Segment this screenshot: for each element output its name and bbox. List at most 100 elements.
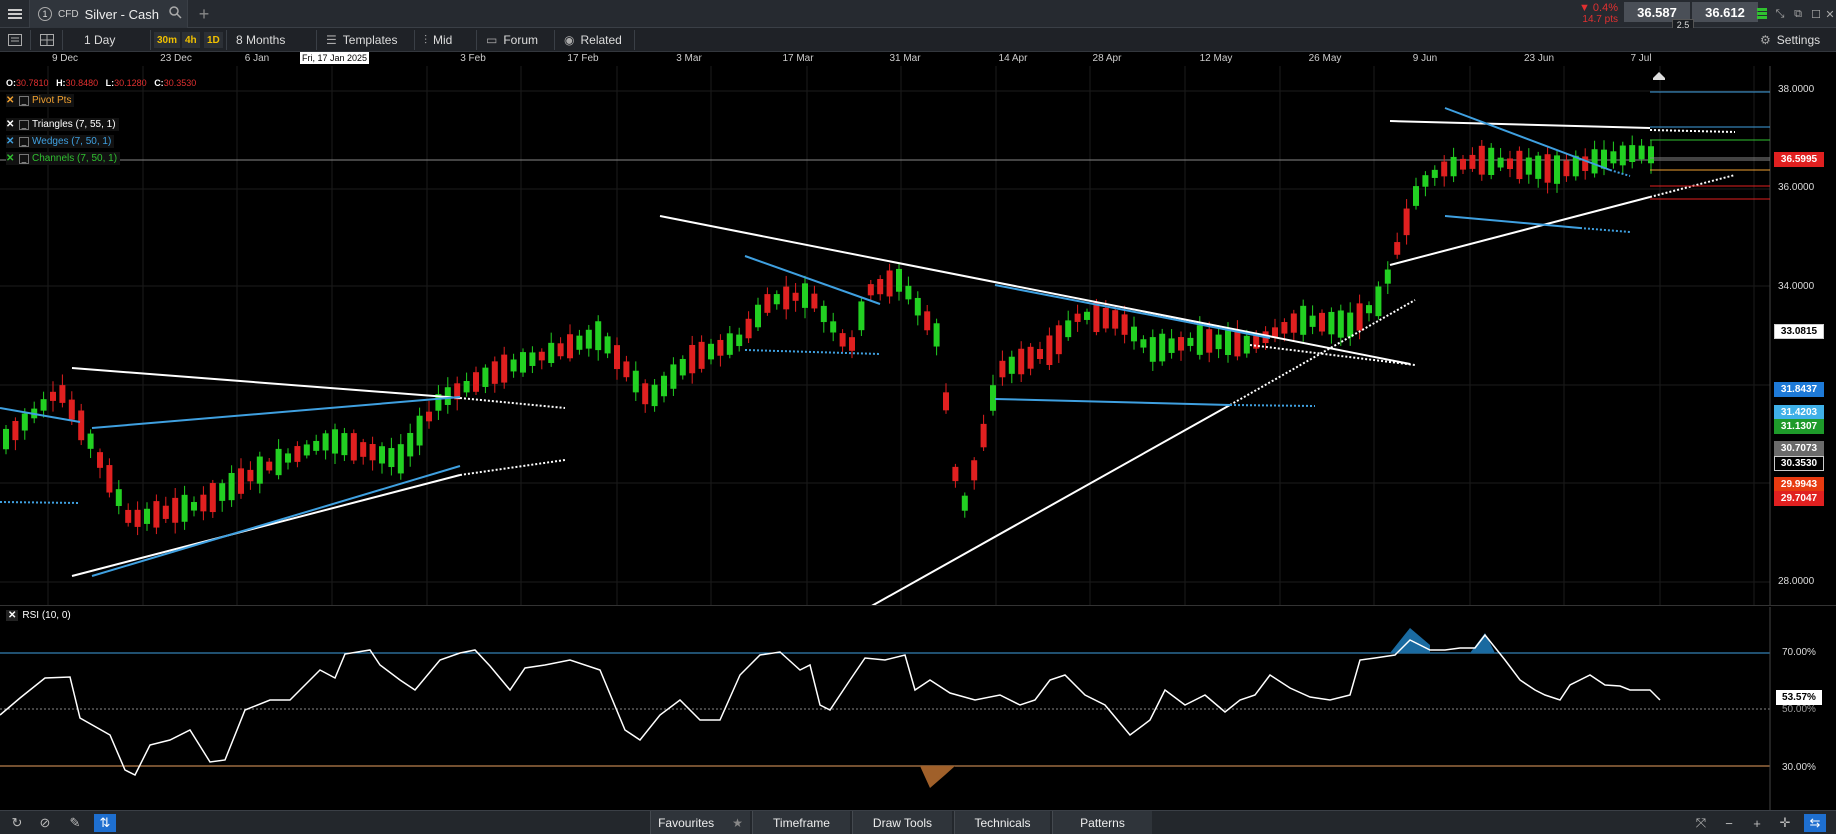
date-tick: 17 Mar <box>782 53 814 64</box>
expand-icon[interactable]: ✛ <box>1779 815 1791 830</box>
tab-favourites[interactable]: Favourites ★ <box>650 811 750 834</box>
price-chart[interactable] <box>0 66 1836 606</box>
crosshair-mode-icon[interactable]: ⇅ <box>94 814 116 832</box>
candle-body <box>1046 335 1053 366</box>
candle-body <box>322 433 329 451</box>
candle-body <box>1018 348 1025 375</box>
color-bars-icon[interactable] <box>1754 6 1770 22</box>
candle-body <box>980 423 987 448</box>
price-tag: 31.4203 <box>1774 405 1824 420</box>
tab-draw-tools[interactable]: Draw Tools <box>852 811 952 834</box>
indicator-settings-icon[interactable]: _ <box>19 153 29 164</box>
timeframe-1d[interactable]: 1D <box>204 32 223 48</box>
remove-indicator-icon[interactable]: ✕ <box>6 153 15 164</box>
candle-body <box>426 411 432 422</box>
candle-body <box>529 352 536 366</box>
date-tick: 6 Jan <box>244 53 270 64</box>
related-button[interactable]: ◉ Related <box>564 28 622 52</box>
zoom-out-icon[interactable]: − <box>1725 815 1733 831</box>
ohlc-readout: O:30.7810 H:30.8480 L:30.1280 C:30.3530 <box>6 78 197 88</box>
gear-icon: ⚙ <box>1760 33 1771 47</box>
templates-label: Templates <box>342 33 398 47</box>
candle-body <box>1497 157 1504 168</box>
candle-body <box>1281 322 1288 334</box>
price-tag: 31.1307 <box>1774 419 1824 434</box>
candle-body <box>567 334 573 359</box>
rsi-chart[interactable] <box>0 607 1836 810</box>
buy-price-button[interactable]: 36.612 <box>1692 2 1758 22</box>
candle-body <box>294 446 301 462</box>
candle-body <box>1131 326 1137 342</box>
candle-body <box>1234 331 1241 357</box>
templates-icon: ☰ <box>326 33 337 47</box>
candle-body <box>1206 329 1213 353</box>
instrument-tab[interactable]: 1 CFD Silver - Cash <box>30 0 188 28</box>
range-select[interactable]: 8 Months <box>236 33 286 47</box>
candle-body <box>736 334 743 347</box>
candle-body <box>482 367 489 387</box>
instrument-type: CFD <box>58 8 79 20</box>
price-change: ▼ 0.4% 14.7 pts <box>1564 0 1622 28</box>
indicator-settings-icon[interactable]: _ <box>19 136 29 147</box>
interval-select[interactable]: 1 Day <box>84 33 116 47</box>
legend-triangles[interactable]: ✕ _ Triangles (7, 55, 1) <box>6 118 119 131</box>
remove-indicator-icon[interactable]: ✕ <box>6 136 15 147</box>
grid-layout-icon[interactable] <box>40 28 54 52</box>
high-value: 30.8480 <box>65 78 99 88</box>
remove-indicator-icon[interactable]: ✕ <box>6 610 19 621</box>
indicator-settings-icon[interactable]: _ <box>19 119 29 130</box>
price-tag: 30.7073 <box>1774 441 1824 456</box>
candle-body <box>360 442 367 457</box>
pencil-icon[interactable]: ✎ <box>69 815 81 830</box>
tab-number: 1 <box>38 7 52 21</box>
no-entry-icon[interactable]: ⊘ <box>39 815 51 830</box>
layout-icon[interactable] <box>8 28 22 52</box>
templates-button[interactable]: ☰ Templates <box>326 28 397 52</box>
candle-body <box>1375 286 1382 317</box>
rsi-legend[interactable]: ✕ RSI (10, 0) <box>6 610 71 621</box>
indicator-settings-icon[interactable]: _ <box>19 95 29 106</box>
candle-body <box>623 361 630 378</box>
low-value: 30.1280 <box>114 78 147 88</box>
remove-indicator-icon[interactable]: ✕ <box>6 119 15 130</box>
legend-pivot-points[interactable]: ✕ _ Pivot Pts <box>6 94 75 107</box>
settings-button[interactable]: ⚙ Settings <box>1760 28 1820 52</box>
legend-channels[interactable]: ✕ _ Channels (7, 50, 1) <box>6 152 121 165</box>
tab-timeframe[interactable]: Timeframe <box>752 811 850 834</box>
candle-body <box>905 285 912 300</box>
candle-body <box>1187 337 1194 346</box>
candle-body <box>350 433 357 461</box>
tab-technicals[interactable]: Technicals <box>954 811 1050 834</box>
related-label: Related <box>580 33 622 47</box>
star-icon[interactable]: ★ <box>732 816 743 830</box>
wedge-projection <box>1609 169 1631 177</box>
forum-button[interactable]: ▭ Forum <box>486 28 538 52</box>
popout-icon[interactable]: ⧉ <box>1794 7 1802 20</box>
candle-body <box>491 361 498 384</box>
candle-body <box>830 321 837 333</box>
timeframe-4h[interactable]: 4h <box>182 32 200 48</box>
candle-body <box>802 283 808 308</box>
zoom-in-icon[interactable]: + <box>1753 815 1761 831</box>
timeframe-30m[interactable]: 30m <box>154 32 181 48</box>
remove-indicator-icon[interactable]: ✕ <box>6 95 15 106</box>
add-tab-icon[interactable]: + <box>198 3 210 24</box>
candle-body <box>463 381 470 393</box>
date-tick: 17 Feb <box>567 53 599 64</box>
search-icon[interactable] <box>169 6 182 22</box>
minimize-icon[interactable]: ⤡ <box>1775 7 1785 20</box>
change-percent: ▼ 0.4% <box>1578 2 1618 14</box>
refresh-icon[interactable]: ↻ <box>11 815 23 830</box>
wedge-projection <box>744 349 881 355</box>
candle-body <box>1159 333 1166 362</box>
menu-icon[interactable] <box>0 0 30 28</box>
sell-price-button[interactable]: 36.587 <box>1624 2 1690 22</box>
tab-patterns[interactable]: Patterns <box>1052 811 1152 834</box>
date-tick: 31 Mar <box>889 53 921 64</box>
maximize-icon[interactable]: ☐ <box>1811 8 1821 21</box>
close-icon[interactable]: ✕ <box>1825 8 1835 21</box>
legend-wedges[interactable]: ✕ _ Wedges (7, 50, 1) <box>6 135 115 148</box>
scale-mode-icon[interactable]: ⇆ <box>1804 814 1826 832</box>
fit-icon[interactable]: ⤧ <box>1695 815 1707 830</box>
price-type-button[interactable]: ⫶ Mid <box>424 28 452 52</box>
